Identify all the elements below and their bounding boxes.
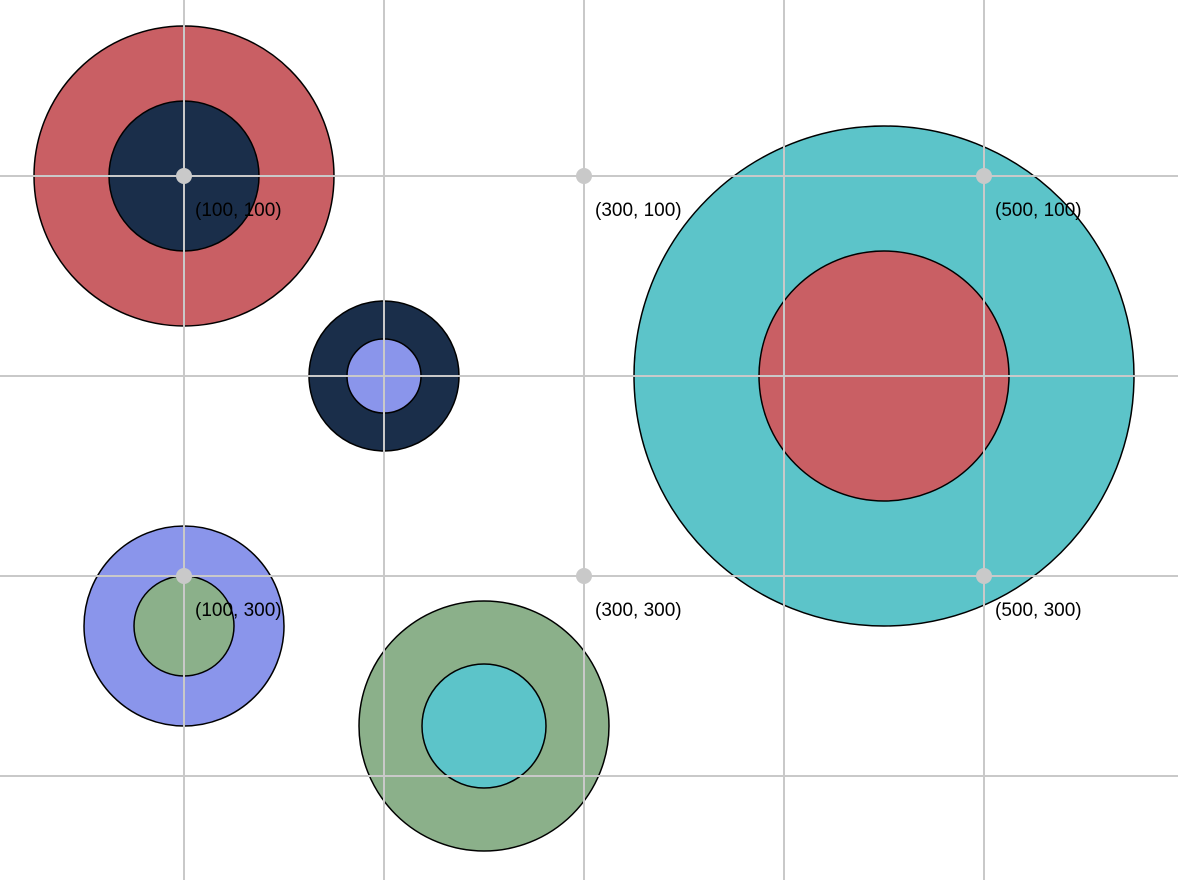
coordinate-marker: (500, 300) bbox=[976, 568, 1082, 621]
coordinate-dot bbox=[576, 568, 592, 584]
coordinate-marker: (500, 100) bbox=[976, 168, 1082, 221]
coordinate-dot bbox=[976, 168, 992, 184]
grid-lines-vertical-overlay bbox=[183, 0, 985, 880]
ring-pair-sage-teal bbox=[358, 600, 610, 852]
inner-circle bbox=[421, 663, 547, 789]
coordinate-label: (300, 300) bbox=[595, 600, 682, 621]
coordinate-marker: (300, 300) bbox=[576, 568, 682, 621]
coordinate-label: (300, 100) bbox=[595, 200, 682, 221]
coordinate-dot bbox=[976, 568, 992, 584]
coordinate-markers: (100, 100) (300, 100) (500, 100) (100, 3… bbox=[176, 168, 1082, 621]
coordinate-label: (100, 100) bbox=[195, 200, 282, 221]
coordinate-dot bbox=[576, 168, 592, 184]
coordinate-label: (500, 100) bbox=[995, 200, 1082, 221]
coordinate-marker: (300, 100) bbox=[576, 168, 682, 221]
coordinate-dot bbox=[176, 168, 192, 184]
coordinate-marker: (100, 100) bbox=[176, 168, 282, 221]
coordinate-label: (500, 300) bbox=[995, 600, 1082, 621]
coordinate-label: (100, 300) bbox=[195, 600, 282, 621]
coordinate-marker: (100, 300) bbox=[176, 568, 282, 621]
coordinate-dot bbox=[176, 568, 192, 584]
